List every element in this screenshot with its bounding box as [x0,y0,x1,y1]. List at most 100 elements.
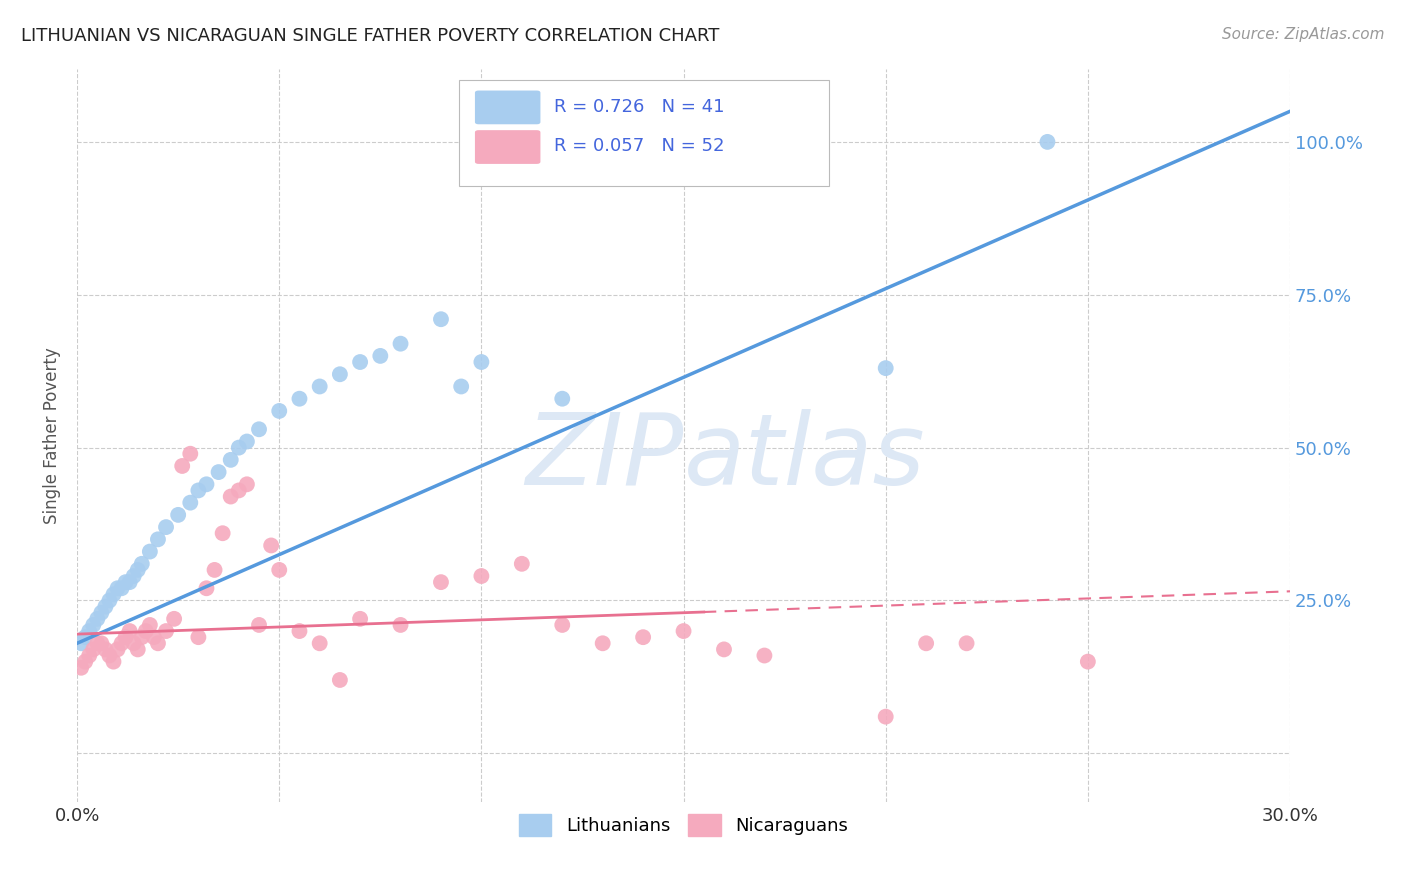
Point [94,599,117,614]
Text: atlas: atlas [683,409,925,506]
Point [187,630,209,644]
Point [955,636,977,650]
Point [219,490,242,504]
Point [247,618,270,632]
Point [754,648,776,663]
Point [187,483,209,498]
Point [75,655,97,669]
Point [122,636,145,650]
Point [179,496,201,510]
Point [70,661,93,675]
Point [90,606,112,620]
Text: LITHUANIAN VS NICARAGUAN SINGLE FATHER POVERTY CORRELATION CHART: LITHUANIAN VS NICARAGUAN SINGLE FATHER P… [21,27,720,45]
Point [308,636,330,650]
Point [82,642,104,657]
Point [114,630,136,644]
FancyBboxPatch shape [475,130,540,164]
Point [1036,135,1059,149]
Point [146,533,169,547]
Point [288,392,311,406]
Point [82,618,104,632]
FancyBboxPatch shape [475,90,540,124]
Point [875,709,897,723]
Text: R = 0.057   N = 52: R = 0.057 N = 52 [554,137,724,155]
Point [127,563,149,577]
Point [110,581,132,595]
Point [131,630,153,644]
Point [98,648,121,663]
Text: R = 0.726   N = 41: R = 0.726 N = 41 [554,98,724,116]
Point [179,447,201,461]
Point [219,453,242,467]
Point [430,575,453,590]
Y-axis label: Single Father Poverty: Single Father Poverty [44,347,60,524]
Point [389,336,412,351]
Text: Source: ZipAtlas.com: Source: ZipAtlas.com [1222,27,1385,42]
Point [713,642,735,657]
Point [118,575,141,590]
Point [155,520,177,534]
Point [1077,655,1099,669]
Point [86,636,108,650]
Point [139,618,162,632]
Point [127,642,149,657]
Point [94,642,117,657]
Point [90,636,112,650]
Point [672,624,695,638]
Point [551,618,574,632]
Point [163,612,186,626]
Point [260,538,283,552]
Point [288,624,311,638]
Point [122,569,145,583]
Point [70,636,93,650]
Point [86,612,108,626]
Point [77,648,100,663]
Point [103,587,125,601]
Text: ZIP: ZIP [526,409,683,506]
Point [269,404,291,418]
Point [211,526,233,541]
Point [631,630,654,644]
Point [470,569,492,583]
Point [107,581,129,595]
Point [114,575,136,590]
Point [236,434,259,449]
Point [329,673,352,687]
Point [207,465,229,479]
Point [110,636,132,650]
Point [167,508,190,522]
Point [195,477,218,491]
Point [98,593,121,607]
Point [75,630,97,644]
Point [77,624,100,638]
FancyBboxPatch shape [460,79,830,186]
Point [247,422,270,436]
Point [510,557,533,571]
Point [430,312,453,326]
Point [172,458,194,473]
Point [135,624,157,638]
Point [146,636,169,650]
Point [450,379,472,393]
Point [139,544,162,558]
Point [329,368,352,382]
Point [269,563,291,577]
Point [470,355,492,369]
Point [155,624,177,638]
Point [389,618,412,632]
Point [204,563,226,577]
Point [228,441,250,455]
Point [915,636,938,650]
Point [349,612,371,626]
Point [195,581,218,595]
Point [103,655,125,669]
Point [142,630,165,644]
Point [349,355,371,369]
Point [875,361,897,376]
Point [551,392,574,406]
Legend: Lithuanians, Nicaraguans: Lithuanians, Nicaraguans [510,805,858,845]
Point [131,557,153,571]
Point [107,642,129,657]
Point [592,636,614,650]
Point [118,624,141,638]
